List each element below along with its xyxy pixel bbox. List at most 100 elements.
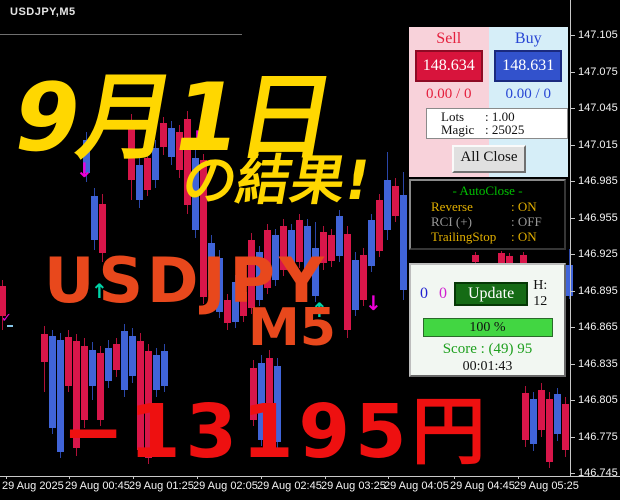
price-axis-label: 147.075: [578, 65, 618, 78]
time-axis-label: 29 Aug 00:45: [65, 480, 130, 492]
price-tick: [570, 181, 575, 182]
price-axis-label: 146.985: [578, 175, 618, 187]
candle: [274, 0, 281, 500]
candle: [562, 0, 569, 500]
candle: [41, 0, 48, 500]
candle: [264, 0, 271, 500]
price-tick: [570, 363, 575, 365]
time-axis-label: 29 Aug 04:05: [384, 480, 449, 492]
candle: [472, 0, 479, 500]
price-axis-label: 146.865: [578, 321, 618, 333]
update-panel: 0 0 Update H: 12 100 % Score : (49) 95 0…: [409, 263, 566, 377]
candle: [184, 0, 191, 500]
time-tick: [133, 476, 134, 479]
candle: [248, 0, 255, 500]
candle: [392, 0, 399, 500]
candle: [145, 0, 152, 500]
candle: [97, 0, 104, 500]
overlay-symbol-text: USDJPY: [44, 244, 328, 317]
candle: [520, 0, 527, 500]
magic-label: Magic: [441, 122, 475, 137]
candle: [360, 0, 367, 500]
sell-position-stats: 0.00 / 0: [426, 86, 472, 102]
candle: [168, 0, 175, 500]
time-tick: [454, 476, 455, 479]
price-tick: [570, 290, 575, 292]
price-axis-label: 146.775: [578, 430, 618, 443]
candle: [272, 0, 279, 500]
buy-signal-count: 0: [420, 285, 428, 302]
candle: [224, 0, 231, 500]
price-axis-label: 147.015: [578, 138, 618, 151]
candle: [368, 0, 375, 500]
progress-bar: 100 %: [422, 318, 553, 337]
price-tick: [570, 144, 575, 146]
candle: [538, 0, 545, 500]
candle: [498, 0, 505, 500]
sell-signal-arrow-icon: ↓: [76, 158, 93, 182]
price-axis-label: 146.805: [578, 394, 618, 406]
candle: [352, 0, 359, 500]
signal-mark-icon: [7, 325, 13, 327]
time-axis-label: 29 Aug 04:45: [450, 480, 515, 492]
price-tick: [570, 71, 575, 73]
candle: [522, 0, 529, 500]
price-axis-label: 146.895: [578, 284, 618, 297]
all-close-button[interactable]: All Close: [452, 145, 526, 173]
price-axis-label: 147.105: [578, 29, 618, 41]
buy-signal-arrow-icon: ↑: [91, 279, 108, 303]
candle: [161, 0, 168, 500]
candle: [128, 0, 135, 500]
candle: [312, 0, 319, 500]
time-axis-label: 29 Aug 2025: [2, 480, 64, 492]
candle: [73, 0, 80, 500]
candle: [129, 0, 136, 500]
overlay-profit-text: −13195円: [62, 389, 491, 475]
update-button[interactable]: Update: [454, 282, 529, 306]
time-axis-label: 29 Aug 05:25: [514, 480, 579, 492]
candle: [49, 0, 56, 500]
candle: [554, 0, 561, 500]
time-tick: [6, 476, 7, 479]
autoclose-setting-row: Reverse: ON: [431, 199, 537, 214]
price-axis-label: 147.045: [578, 102, 618, 114]
candle: [384, 0, 391, 500]
sell-order-button[interactable]: 148.634: [414, 50, 483, 82]
candle: [530, 0, 537, 500]
chart-symbol-title: USDJPY,M5: [10, 6, 76, 18]
candle: [152, 0, 159, 500]
price-axis-label: 146.925: [578, 248, 618, 260]
price-tick: [570, 436, 575, 438]
price-tick: [570, 254, 575, 255]
sell-signal-arrow-icon: ↓: [365, 291, 382, 315]
magic-value: : 25025: [485, 122, 525, 137]
score-label: Score : (49) 95: [442, 341, 533, 357]
trade-panel: Sell 148.634 0.00 / 0 Buy 148.631 0.00 /…: [409, 27, 568, 177]
candle: [250, 0, 257, 500]
time-tick: [518, 476, 519, 479]
candle: [153, 0, 160, 500]
buy-order-button[interactable]: 148.631: [494, 50, 563, 82]
price-tick: [570, 473, 575, 474]
signal-mark-icon: ✓: [1, 311, 12, 326]
buy-label: Buy: [514, 30, 542, 47]
sell-signal-arrow-icon: ↓: [189, 126, 206, 150]
candle: [91, 0, 98, 500]
price-tick: [570, 327, 575, 328]
candle: [192, 0, 199, 500]
price-tick: [570, 108, 575, 109]
candle: [176, 0, 183, 500]
candle: [121, 0, 128, 500]
candle: [0, 0, 6, 500]
candle: [296, 0, 303, 500]
time-axis-label: 29 Aug 03:25: [321, 480, 386, 492]
buy-position-stats: 0.00 / 0: [505, 86, 551, 102]
candle: [216, 0, 223, 500]
candle: [200, 0, 207, 500]
hours-label: H: 12: [533, 278, 548, 309]
candle: [376, 0, 383, 500]
time-axis-line: [0, 476, 620, 477]
sell-label: Sell: [436, 30, 462, 47]
candle: [240, 0, 247, 500]
